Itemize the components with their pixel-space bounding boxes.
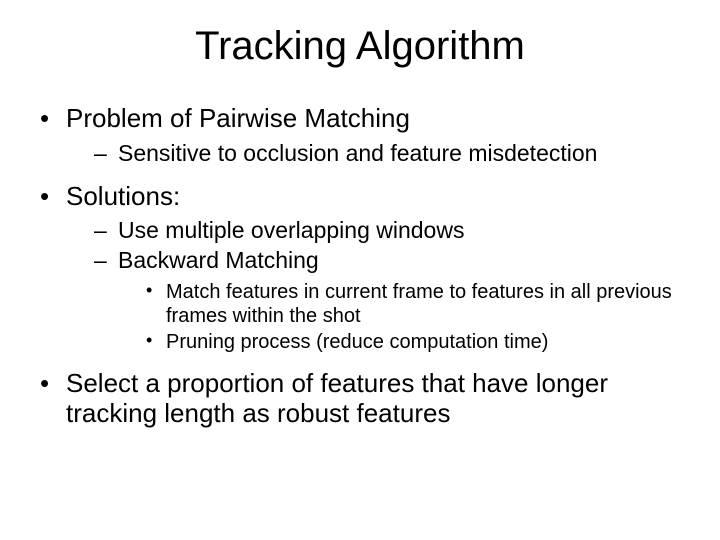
bullet-text: Select a proportion of features that hav…: [66, 368, 608, 429]
bullet-item: Sensitive to occlusion and feature misde…: [94, 140, 700, 167]
bullet-item: Problem of Pairwise Matching Sensitive t…: [40, 103, 700, 167]
bullet-text: Backward Matching: [118, 247, 319, 273]
bullet-text: Problem of Pairwise Matching: [66, 103, 410, 133]
bullet-list-level2: Use multiple overlapping windows Backwar…: [66, 217, 700, 353]
bullet-text: Solutions:: [66, 181, 180, 211]
slide-title: Tracking Algorithm: [0, 0, 720, 89]
bullet-item: Backward Matching Match features in curr…: [94, 247, 700, 354]
bullet-item: Use multiple overlapping windows: [94, 217, 700, 244]
bullet-list-level1: Problem of Pairwise Matching Sensitive t…: [0, 103, 720, 429]
bullet-list-level2: Sensitive to occlusion and feature misde…: [66, 140, 700, 167]
bullet-item: Solutions: Use multiple overlapping wind…: [40, 181, 700, 354]
slide: Tracking Algorithm Problem of Pairwise M…: [0, 0, 720, 540]
bullet-item: Pruning process (reduce computation time…: [146, 330, 700, 354]
bullet-text: Pruning process (reduce computation time…: [166, 331, 548, 353]
bullet-text: Sensitive to occlusion and feature misde…: [118, 140, 597, 166]
bullet-list-level3: Match features in current frame to featu…: [118, 280, 700, 354]
bullet-text: Use multiple overlapping windows: [118, 217, 464, 243]
bullet-text: Match features in current frame to featu…: [166, 281, 672, 327]
bullet-item: Select a proportion of features that hav…: [40, 368, 700, 429]
bullet-item: Match features in current frame to featu…: [146, 280, 700, 328]
